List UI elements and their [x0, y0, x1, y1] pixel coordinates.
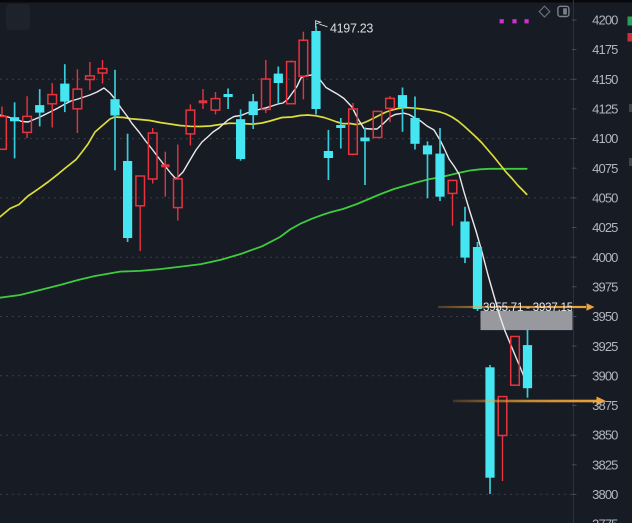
svg-text:4075: 4075 [592, 161, 618, 176]
svg-text:4200: 4200 [592, 13, 618, 28]
svg-text:3875: 3875 [592, 398, 618, 413]
svg-text:4050: 4050 [592, 191, 618, 206]
svg-text:3825: 3825 [592, 457, 618, 472]
svg-text:4025: 4025 [592, 220, 618, 235]
svg-text:3800: 3800 [592, 487, 618, 502]
svg-text:4175: 4175 [592, 42, 618, 57]
svg-text:3775: 3775 [592, 517, 618, 523]
svg-text:3900: 3900 [592, 368, 618, 383]
svg-text:3850: 3850 [592, 428, 618, 443]
svg-text:3955.71 - 3937.15: 3955.71 - 3937.15 [483, 302, 573, 314]
svg-text:4000: 4000 [592, 250, 618, 265]
svg-text:3975: 3975 [592, 279, 618, 294]
svg-text:4150: 4150 [592, 72, 618, 87]
svg-text:4197.23: 4197.23 [330, 22, 373, 36]
svg-text:4125: 4125 [592, 102, 618, 117]
svg-text:4100: 4100 [592, 131, 618, 146]
svg-text:3950: 3950 [592, 309, 618, 324]
svg-text:3925: 3925 [592, 339, 618, 354]
